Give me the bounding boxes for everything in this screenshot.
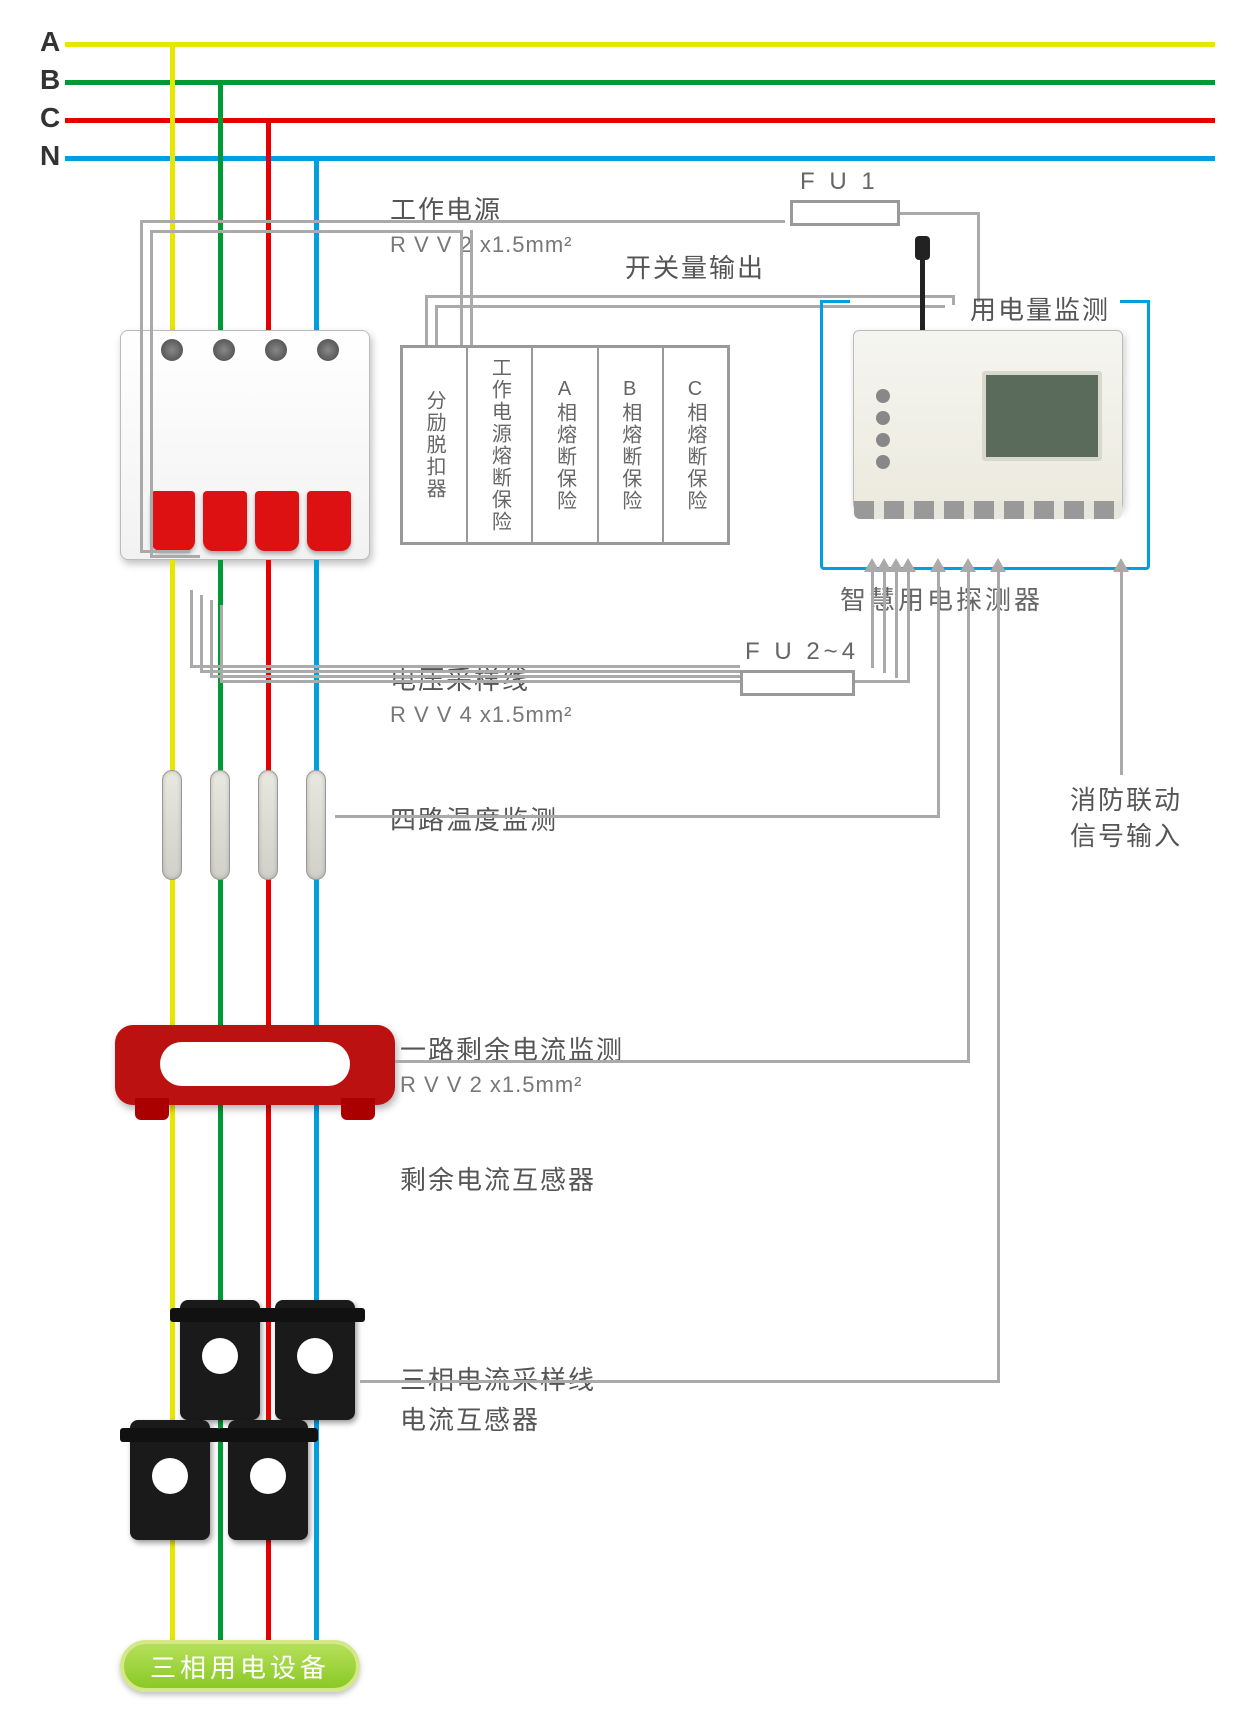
fuse-slot-4: C相熔断保险: [664, 348, 727, 542]
bus-b: [65, 80, 1215, 85]
phase-c-label: C: [40, 102, 60, 134]
switch-output-label: 开关量输出: [625, 248, 765, 285]
load-label: 三相用电设备: [150, 1648, 330, 1685]
fire-signal-label-1: 消防联动: [1070, 780, 1182, 817]
phase-b-label: B: [40, 64, 60, 96]
three-phase-sample-label: 三相电流采样线: [400, 1360, 596, 1397]
fuse-slot-1: 工作电源熔断保险: [468, 348, 533, 542]
arrow-3phase-icon: [990, 558, 1006, 572]
work-power-spec: R V V 2 x1.5mm²: [390, 232, 572, 258]
fire-signal-label-2: 信号输入: [1070, 816, 1182, 853]
temp-sensor-c: [258, 770, 278, 880]
arrow-residual-icon: [960, 558, 976, 572]
fu24-label: F U 2~4: [745, 638, 859, 666]
temp-sensor-n: [306, 770, 326, 880]
fu1-label: F U 1: [800, 168, 879, 196]
residual-ct-label: 剩余电流互感器: [400, 1160, 596, 1197]
fuse-slot-0: 分励脱扣器: [403, 348, 468, 542]
ct-c: [228, 1420, 308, 1540]
fu24-box: [740, 670, 855, 696]
drop-n-top: [314, 156, 319, 342]
bus-c: [65, 118, 1215, 123]
fuse-box: 分励脱扣器 工作电源熔断保险 A相熔断保险 B相熔断保险 C相熔断保险: [400, 345, 730, 545]
wire-workpower-v1: [140, 220, 143, 550]
temp-sensor-b: [210, 770, 230, 880]
fuse-slot-3: B相熔断保险: [599, 348, 664, 542]
ct-b: [180, 1300, 260, 1420]
phase-a-label: A: [40, 26, 60, 58]
bus-n: [65, 156, 1215, 161]
wire-workpower-h: [140, 220, 785, 223]
ct-n: [275, 1300, 355, 1420]
bus-a: [65, 42, 1215, 47]
drop-a-top: [170, 42, 175, 342]
arrow-temp-icon: [930, 558, 946, 572]
detector-screen: [982, 371, 1102, 461]
temp-monitor-label: 四路温度监测: [390, 800, 558, 837]
arrow-fire-icon: [1113, 558, 1129, 572]
residual-ct: [115, 1010, 395, 1120]
detector-device: [853, 330, 1123, 510]
detector-frame: [820, 300, 1150, 570]
residual-spec: R V V 2 x1.5mm²: [400, 1072, 582, 1098]
drop-b-top: [218, 80, 223, 342]
ct-a: [130, 1420, 210, 1540]
temp-sensor-a: [162, 770, 182, 880]
wiring-diagram: A B C N 分励脱扣器 工作电源熔断保险 A相熔断保险 B相熔断保险 C相熔…: [0, 0, 1244, 1718]
phase-n-label: N: [40, 140, 60, 172]
fuse-slot-2: A相熔断保险: [533, 348, 598, 542]
voltage-sample-spec: R V V 4 x1.5mm²: [390, 702, 572, 728]
circuit-breaker: [120, 330, 370, 560]
fu1-box: [790, 200, 900, 226]
current-ct-label: 电流互感器: [400, 1400, 540, 1437]
load-device: 三相用电设备: [120, 1640, 360, 1692]
